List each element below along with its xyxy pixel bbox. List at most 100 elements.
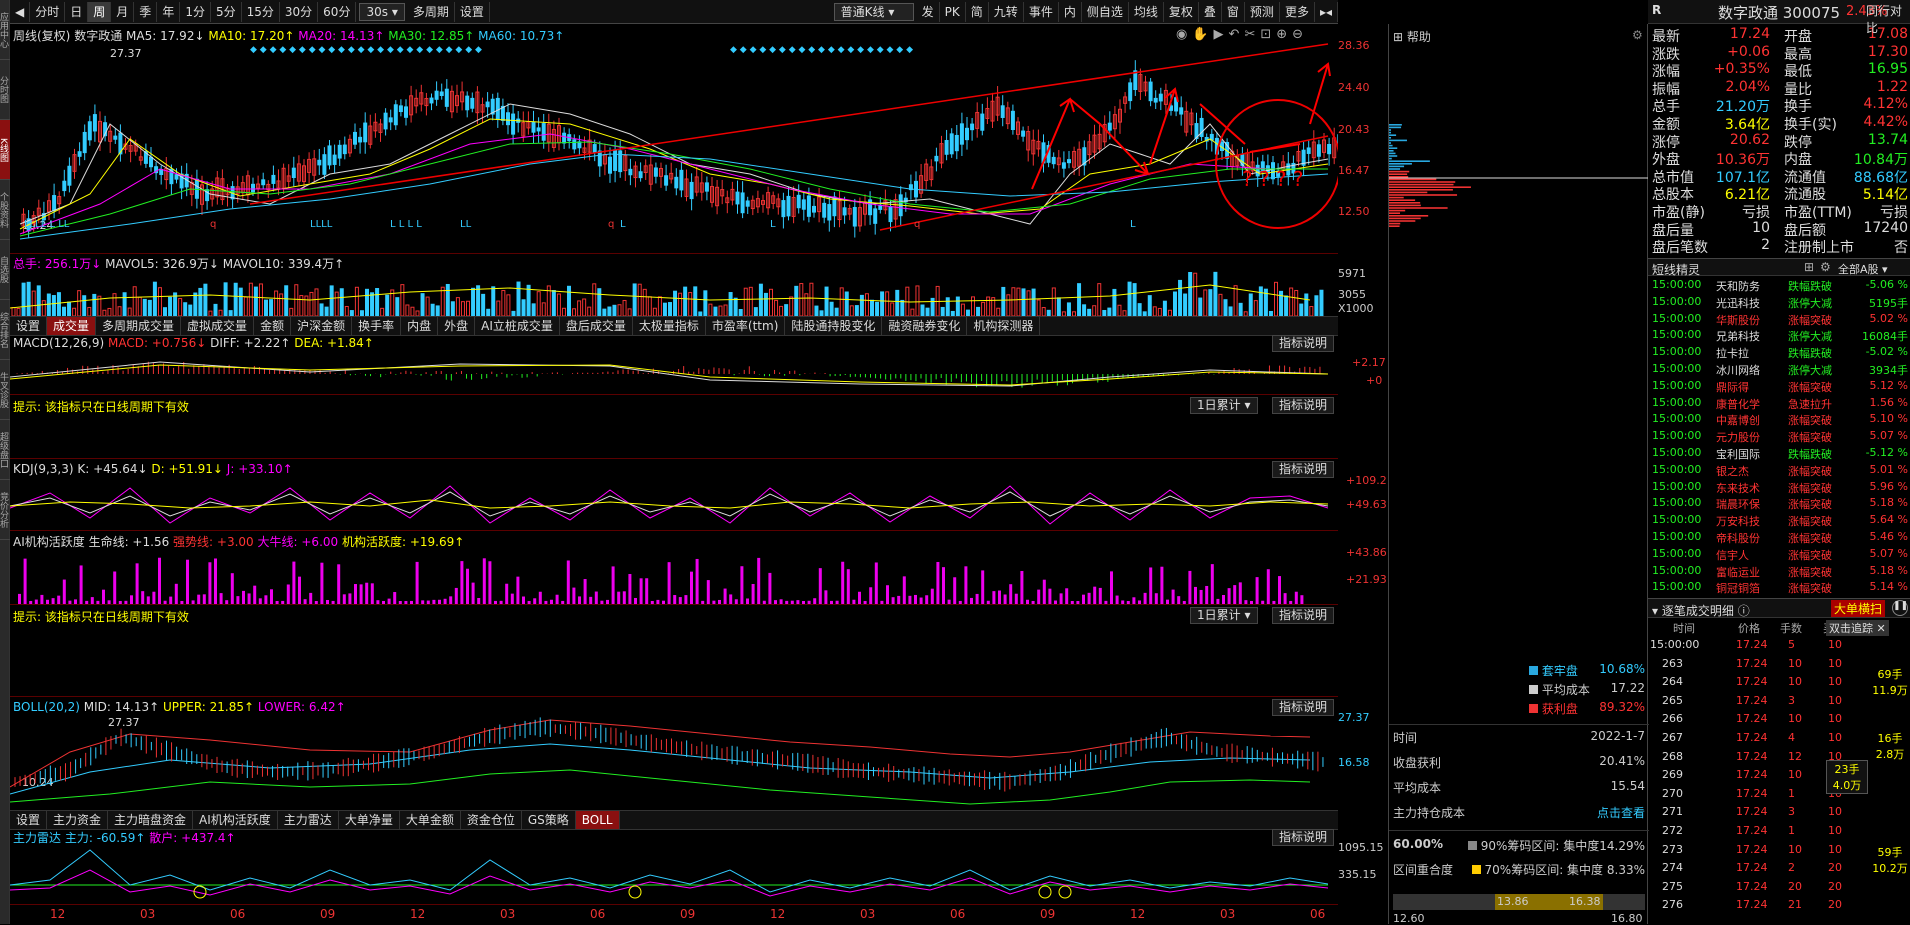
tip1-help-button[interactable]: 指标说明 <box>1272 397 1334 414</box>
toolbar-prev-icon[interactable]: ◀ <box>10 2 30 22</box>
volume-tab[interactable]: 换手率 <box>352 317 401 335</box>
volume-tab[interactable]: 太极量指标 <box>633 317 706 335</box>
left-tab-3[interactable]: 个股资料 <box>0 180 10 240</box>
indicator-tab[interactable]: 大单净量 <box>339 811 400 829</box>
toolbar-jiuzhuan-button[interactable]: 九转 <box>989 2 1024 22</box>
view-maincost-link[interactable]: 点击查看 <box>1597 804 1645 821</box>
tip2-help-button[interactable]: 指标说明 <box>1272 607 1334 624</box>
indicator-tab[interactable]: 主力雷达 <box>278 811 339 829</box>
indicator-tab[interactable]: GS策略 <box>522 811 576 829</box>
toolbar-fuquan-button[interactable]: 复权 <box>1164 2 1199 22</box>
volume-tab[interactable]: 机构探测器 <box>967 317 1040 335</box>
help-link[interactable]: ⊞ 帮助 <box>1393 28 1431 45</box>
period-quarter[interactable]: 季 <box>134 2 157 22</box>
left-tab-7[interactable]: 超级盘口 <box>0 420 10 480</box>
indicator-tab[interactable]: AI机构活跃度 <box>193 811 278 829</box>
period-week[interactable]: 周 <box>88 2 111 22</box>
volume-tab[interactable]: 外盘 <box>438 317 475 335</box>
big-order-button[interactable]: 大单横扫 <box>1831 600 1885 617</box>
toolbar-pk-button[interactable]: PK <box>940 2 966 22</box>
volume-tab[interactable]: 沪深金额 <box>291 317 352 335</box>
volume-tab[interactable]: 盘后成交量 <box>560 317 633 335</box>
toolbar-fa-button[interactable]: 发 <box>917 2 940 22</box>
volume-tab[interactable]: 成交量 <box>47 317 96 335</box>
toolbar-more-button[interactable]: 更多 <box>1280 2 1315 22</box>
left-tab-8[interactable]: 竞价分析 <box>0 480 10 540</box>
indicator-tab[interactable]: 资金仓位 <box>461 811 522 829</box>
filter-icon[interactable]: ⚙ <box>1820 260 1831 274</box>
settings-icon[interactable]: ⊞ <box>1804 260 1814 274</box>
kline-type-select[interactable]: 普通K线 ▾ <box>834 3 914 21</box>
volume-tab[interactable]: 融资融券变化 <box>882 317 967 335</box>
filter-select[interactable]: 全部A股 ▾ <box>1838 261 1888 277</box>
period-month[interactable]: 月 <box>111 2 134 22</box>
period-1min[interactable]: 1分 <box>180 2 211 22</box>
left-tab-4[interactable]: 自选股 <box>0 240 10 300</box>
toolbar-event-button[interactable]: 事件 <box>1024 2 1059 22</box>
period-5min[interactable]: 5分 <box>211 2 242 22</box>
left-tab-2[interactable]: K线图 <box>0 120 10 180</box>
indicator-tab[interactable]: 主力资金 <box>47 811 108 829</box>
period-year[interactable]: 年 <box>157 2 180 22</box>
volume-tab[interactable]: 设置 <box>10 317 47 335</box>
left-tab-5[interactable]: 综合排名 <box>0 300 10 360</box>
kdj-help-button[interactable]: 指标说明 <box>1272 461 1334 478</box>
volume-tab[interactable]: 内盘 <box>401 317 438 335</box>
gear-icon[interactable]: ⚙ <box>1632 28 1643 42</box>
toolbar-jian-button[interactable]: 简 <box>966 2 989 22</box>
period-15min[interactable]: 15分 <box>242 2 280 22</box>
period-30min[interactable]: 30分 <box>280 2 318 22</box>
toolbar-nei-button[interactable]: 内 <box>1059 2 1082 22</box>
period-day[interactable]: 日 <box>65 2 88 22</box>
volume-tab[interactable]: AI立桩成交量 <box>475 317 560 335</box>
left-tab-6[interactable]: 牛叉诊股 <box>0 360 10 420</box>
toolbar-expand-icon[interactable]: ▸◂ <box>1315 2 1338 22</box>
volume-tab[interactable]: 金额 <box>254 317 291 335</box>
toolbar-zixuan-button[interactable]: 侧自选 <box>1082 2 1129 22</box>
toolbar-overlay-button[interactable]: 叠 <box>1199 2 1222 22</box>
volume-tab[interactable]: 市盈率(ttm) <box>706 317 785 335</box>
peer-compare-link[interactable]: 同行对比 <box>1866 2 1910 36</box>
close-icon[interactable]: ✕ <box>1877 622 1886 635</box>
indicator-tab[interactable]: 主力暗盘资金 <box>108 811 193 829</box>
toolbar-window-button[interactable]: 窗 <box>1222 2 1245 22</box>
settings-button[interactable]: 设置 <box>455 2 490 22</box>
indicator-tab[interactable]: 设置 <box>10 811 47 829</box>
left-tab-0[interactable]: 应用中心 <box>0 0 10 60</box>
accumulate-select[interactable]: 1日累计 ▾ <box>1190 607 1258 624</box>
macd-help-button[interactable]: 指标说明 <box>1272 335 1334 352</box>
toolbar-ma-button[interactable]: 均线 <box>1129 2 1164 22</box>
toolbar-predict-button[interactable]: 预测 <box>1245 2 1280 22</box>
multi-period-button[interactable]: 多周期 <box>408 2 455 22</box>
pause-icon[interactable]: ❚❚ <box>1892 600 1908 616</box>
kline-chart[interactable]: ◆ ◆ ◆ ◆ ◆ ◆ ◆ ◆ ◆ ◆ ◆ ◆ ◆ ◆ ◆ ◆ ◆ ◆ ◆ ◆ … <box>10 24 1338 254</box>
volume-tab[interactable]: 虚拟成交量 <box>181 317 254 335</box>
period-30s-select[interactable]: 30s ▾ <box>359 3 404 21</box>
indicator-tab[interactable]: 大单金额 <box>400 811 461 829</box>
left-tab-1[interactable]: 分时图 <box>0 60 10 120</box>
volume-tab[interactable]: 陆股通持股变化 <box>785 317 882 335</box>
period-60min[interactable]: 60分 <box>318 2 356 22</box>
period-minute[interactable]: 分时 <box>30 2 65 22</box>
indicator-tab[interactable]: BOLL <box>576 811 620 829</box>
accumulate-select[interactable]: 1日累计 ▾ <box>1190 397 1258 414</box>
